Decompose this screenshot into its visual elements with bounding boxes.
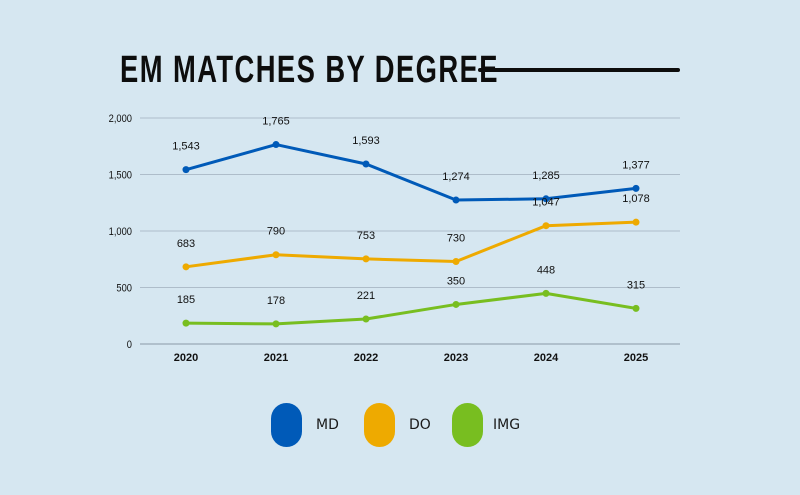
data-label-img: 178 [267, 295, 285, 307]
y-tick-label: 0 [127, 339, 132, 351]
x-tick-label: 2021 [264, 352, 288, 364]
data-label-do: 730 [447, 233, 465, 245]
data-label-img: 185 [177, 294, 195, 306]
data-label-md: 1,274 [442, 171, 470, 183]
data-label-md: 1,765 [262, 116, 290, 128]
legend-swatch-do [364, 403, 395, 447]
legend-label-img: IMG [493, 417, 521, 433]
data-label-do: 753 [357, 230, 375, 242]
data-label-img: 315 [627, 279, 645, 291]
data-label-img: 221 [357, 290, 375, 302]
data-point-md [542, 195, 550, 203]
data-point-do [542, 222, 550, 230]
data-point-md [182, 166, 190, 174]
data-point-do [632, 218, 640, 226]
series-line-do [185, 220, 637, 269]
data-point-do [362, 255, 370, 263]
data-label-do: 683 [177, 238, 195, 250]
x-tick-label: 2022 [354, 352, 378, 364]
series-line-img [185, 291, 637, 326]
x-tick-label: 2020 [174, 352, 198, 364]
y-tick-label: 1,000 [109, 226, 133, 238]
x-tick-label: 2023 [444, 352, 468, 364]
x-tick-label: 2025 [624, 352, 648, 364]
x-tick-label: 2024 [534, 352, 559, 364]
legend-swatch-img [452, 403, 483, 447]
data-label-do: 790 [267, 226, 285, 238]
chart-title: EM MATCHES BY DEGREE [120, 49, 499, 91]
data-label-md: 1,543 [172, 141, 200, 153]
legend-label-md: MD [316, 417, 339, 433]
data-point-img [362, 315, 370, 323]
data-point-md [632, 184, 640, 192]
data-point-md [272, 141, 280, 149]
data-label-md: 1,285 [532, 170, 560, 182]
data-point-md [362, 160, 370, 168]
y-tick-label: 500 [116, 283, 132, 295]
series-line-md [185, 143, 637, 202]
data-point-img [182, 319, 190, 327]
legend-swatch-md [271, 403, 302, 447]
data-label-md: 1,593 [352, 135, 380, 147]
data-point-do [182, 263, 190, 271]
data-point-img [272, 320, 280, 328]
data-point-img [632, 304, 640, 312]
data-point-do [452, 258, 460, 266]
data-point-img [542, 289, 550, 297]
y-tick-label: 2,000 [109, 113, 133, 125]
data-label-do: 1,047 [532, 197, 560, 209]
data-label-img: 350 [447, 275, 465, 287]
data-label-md: 1,377 [622, 159, 650, 171]
data-point-do [272, 251, 280, 259]
legend-label-do: DO [409, 417, 431, 433]
data-point-img [452, 300, 460, 308]
data-point-md [452, 196, 460, 204]
title-underline [478, 68, 680, 72]
data-label-do: 1,078 [622, 193, 650, 205]
y-tick-label: 1,500 [109, 170, 133, 182]
data-label-img: 448 [537, 264, 555, 276]
